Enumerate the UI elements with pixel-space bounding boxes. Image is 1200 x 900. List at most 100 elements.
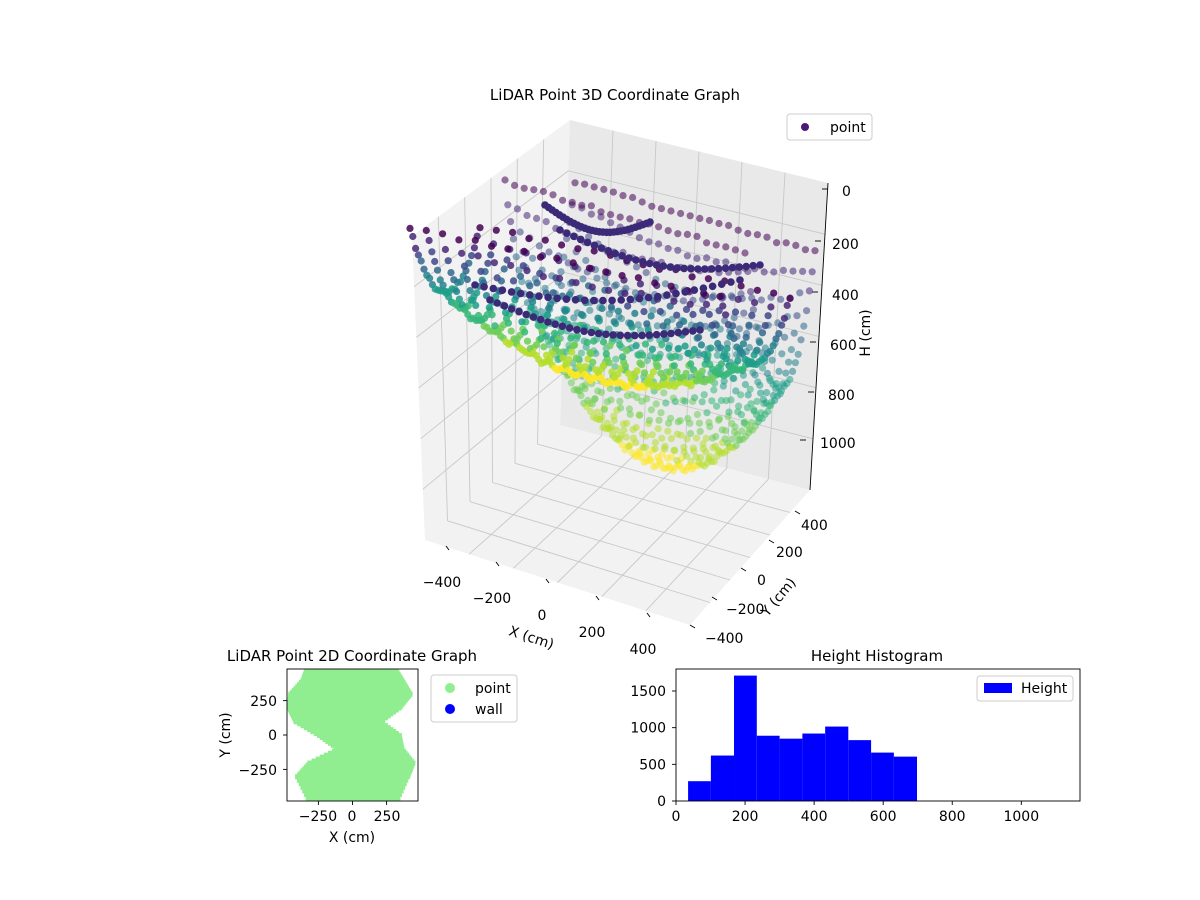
point-3d [632,342,640,350]
point-3d [673,264,681,272]
point-3d [626,410,634,418]
point-3d [426,274,434,282]
point-3d [477,267,485,275]
point-2d-band [296,777,409,783]
point-3d [626,215,634,223]
point-3d [715,415,724,423]
point-3d [758,329,767,337]
point-3d [658,434,666,442]
point-3d [625,254,633,262]
point-2d-band [305,795,401,801]
point-3d [557,282,566,290]
point-3d [706,423,714,431]
point-3d [603,419,611,427]
point-3d [797,336,805,344]
point-3d [654,453,662,461]
point-3d [693,410,702,419]
point-3d [708,321,716,329]
point-3d [737,391,745,399]
point-3d [556,349,564,357]
point-3d [474,252,482,260]
point-3d [751,371,759,379]
point-3d [657,409,665,417]
point-3d [687,429,695,438]
point-3d [535,292,543,301]
point-3d [693,232,701,240]
point-3d [439,230,447,238]
point-3d [659,322,667,330]
point-3d [667,329,675,338]
point-3d [654,425,662,433]
point-3d [580,296,589,305]
histogram-x-tick-label: 0 [672,809,681,825]
point-3d [667,282,675,290]
histogram-x-tick-label: 400 [801,809,828,825]
chart-3d-legend: point [786,113,873,141]
x2d-tick-label: 0 [348,809,357,825]
point-3d [450,276,458,284]
point-3d [545,304,553,312]
point-3d [651,354,659,362]
chart-2d-ticks [283,700,388,805]
point-3d [730,334,738,342]
point-3d [735,263,744,271]
z3d-axis-label: H (cm) [858,309,874,356]
point-3d [486,296,494,304]
point-3d [690,345,699,354]
point-3d [655,223,663,231]
point-3d [656,307,664,316]
point-3d [718,426,726,434]
point-3d [753,231,762,239]
point-3d [734,357,742,365]
point-3d [661,280,670,288]
point-3d [645,331,654,339]
point-3d [582,256,590,265]
point-3d [742,333,750,341]
point-3d [635,351,643,359]
point-3d [777,295,785,303]
point-3d [619,192,627,200]
histogram-legend: Height [976,675,1074,702]
legend-label-wall: wall [475,702,503,718]
point-3d [581,180,589,188]
point-3d [594,368,603,377]
point-3d [455,295,463,303]
point-3d [529,254,537,262]
histogram-bar [825,726,849,801]
point-3d [581,385,589,393]
point-3d [599,296,607,305]
point-3d [638,198,646,206]
point-3d [622,347,631,355]
point-3d [635,234,644,242]
point-3d [622,433,630,441]
point-3d [510,335,518,343]
point-3d [787,346,796,354]
point-3d [690,286,699,294]
point-3d [523,337,532,345]
point-3d [682,305,691,313]
point-3d [770,268,778,276]
axes-3d [445,182,829,629]
point-3d [632,256,640,264]
histogram-x-tick-label: 200 [732,809,759,825]
point-3d [790,329,798,337]
point-3d [770,289,778,297]
point-3d [727,278,735,286]
point-3d [660,389,668,397]
point-3d [623,331,632,340]
point-3d [473,289,481,297]
point-3d [537,335,545,343]
x3d-tick-label: 0 [538,608,547,624]
point-3d [568,348,576,356]
point-3d [607,303,616,311]
point-3d [722,258,730,266]
legend-marker-point [801,123,809,131]
point-3d [686,212,694,220]
x3d-tick-label: 400 [630,642,657,658]
point-3d [515,307,523,316]
point-3d [633,393,641,402]
point-3d [558,241,566,249]
point-3d [745,343,754,352]
point-3d [433,266,442,274]
point-3d [512,253,520,261]
